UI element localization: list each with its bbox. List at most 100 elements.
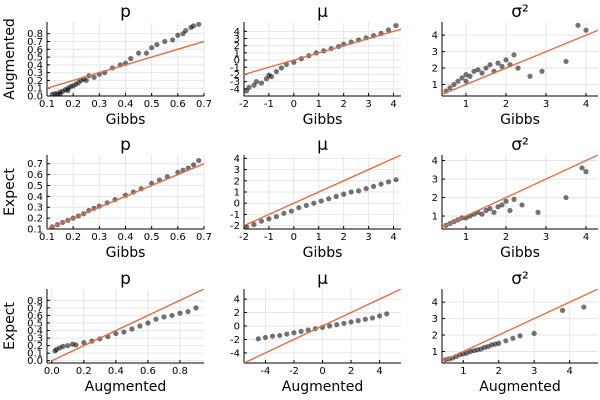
x-tick-label: 2 [340, 232, 346, 243]
data-point [341, 320, 347, 326]
y-tick-label: -2 [230, 70, 240, 81]
data-point [527, 73, 533, 79]
data-point [499, 202, 505, 208]
data-point [575, 22, 581, 28]
panel-title: μ [317, 269, 328, 289]
panel-title: σ² [511, 2, 529, 22]
x-tick-label: 1 [460, 366, 466, 377]
data-point [311, 200, 317, 206]
data-point [479, 70, 485, 76]
x-tick-label: 0 [319, 366, 325, 377]
x-tick-label: 0.5 [144, 232, 160, 243]
y-tick-label: 2 [432, 331, 438, 342]
x-tick-label: 0.2 [65, 232, 81, 243]
y-tick-label: 4 [432, 31, 438, 42]
data-point [161, 314, 167, 320]
data-point [258, 218, 265, 224]
data-point [258, 80, 265, 86]
data-point [135, 50, 142, 56]
x-tick-label: -1 [264, 232, 274, 243]
data-point [145, 320, 151, 326]
y-tick-label: 0 [234, 322, 240, 333]
scatter-points [255, 311, 390, 342]
data-point [355, 318, 361, 324]
x-tick-label: -4 [260, 366, 270, 377]
x-tick-label: 4 [376, 366, 382, 377]
data-point [262, 334, 269, 341]
x-tick-label: 0.6 [170, 232, 186, 243]
y-tick-label: 0.1 [27, 84, 43, 95]
data-point [563, 194, 569, 201]
data-point [246, 84, 252, 90]
y-tick-label: 3 [432, 175, 438, 186]
data-point [356, 188, 362, 194]
x-tick-label: -2 [239, 232, 249, 243]
x-axis-label: Gibbs [303, 245, 343, 261]
y-tick-label: 0.3 [27, 68, 43, 79]
data-point [511, 52, 517, 58]
x-tick-label: 0.3 [91, 232, 107, 243]
panel-title: μ [317, 135, 328, 155]
y-tick-label: 0.4 [27, 192, 43, 203]
data-point [268, 74, 275, 80]
data-point [459, 75, 465, 81]
data-point [183, 27, 189, 34]
data-point [581, 304, 587, 310]
data-point [175, 32, 181, 38]
data-point [487, 206, 493, 212]
y-tick-label: 2 [432, 64, 438, 75]
data-point [495, 60, 501, 66]
y-tick-label: 0.2 [27, 341, 43, 352]
data-point [471, 68, 477, 74]
data-point [499, 63, 505, 69]
data-point [563, 58, 569, 65]
y-tick-label: 0.6 [27, 311, 43, 322]
data-point [128, 56, 134, 62]
data-point [503, 57, 509, 63]
data-point [162, 38, 168, 45]
x-tick-label: 1 [316, 232, 322, 243]
data-point [278, 65, 284, 71]
x-tick-label: 1 [463, 99, 469, 110]
data-point [177, 310, 183, 316]
y-tick-label: 4 [432, 298, 438, 309]
panel-title: p [120, 135, 131, 155]
data-point [393, 177, 399, 183]
data-point [579, 165, 585, 171]
data-point [170, 37, 176, 43]
y-tick-label: 0.0 [27, 92, 43, 103]
data-point [496, 340, 502, 346]
x-tick-label: 3 [365, 232, 371, 243]
data-point [169, 312, 175, 319]
y-tick-label: 3 [432, 314, 438, 325]
x-tick-label: 0.1 [39, 232, 55, 243]
scatter-points [442, 304, 587, 363]
x-tick-label: 4 [390, 232, 396, 243]
data-point [341, 191, 347, 197]
reference-line [244, 155, 401, 227]
data-point [559, 307, 566, 313]
x-tick-label: -2 [289, 366, 299, 377]
x-tick-label: 3 [365, 99, 371, 110]
data-point [277, 332, 283, 339]
chart-panel-4: 0.1 0.2 0.3 0.4 0.5 0.6 0.70.10.20.30.40.50.60… [2, 135, 212, 261]
data-point [91, 74, 97, 80]
y-tick-label: -1 [230, 210, 240, 221]
y-tick-label: -4 [230, 348, 240, 359]
data-point [121, 329, 127, 335]
data-point [81, 340, 87, 346]
data-point [467, 73, 473, 79]
data-point [363, 186, 369, 192]
data-point [298, 328, 304, 334]
reference-line [244, 289, 401, 363]
data-point [376, 313, 383, 319]
data-point [318, 198, 324, 204]
x-tick-label: -1 [264, 99, 274, 110]
y-tick-label: 0.7 [27, 159, 43, 170]
data-point [269, 333, 276, 339]
chart-panel-3: 1 2 3 4 1 2 3 4 σ² Gibbs [432, 2, 598, 128]
x-tick-label: 0.6 [140, 366, 156, 377]
chart-panel-9: 1 2 3 4 1 2 3 4 σ² Augmented [432, 269, 598, 395]
